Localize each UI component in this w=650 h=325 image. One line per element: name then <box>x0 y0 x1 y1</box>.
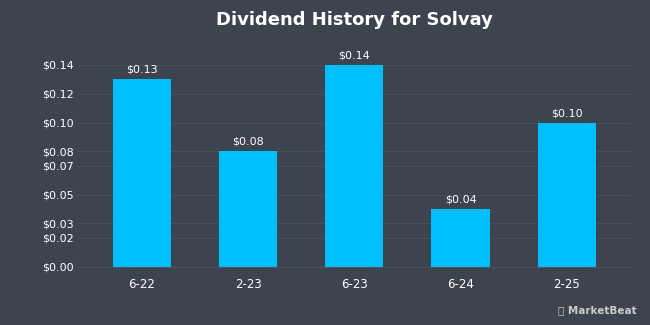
Bar <box>325 65 384 266</box>
Text: $0.10: $0.10 <box>551 108 582 118</box>
Bar <box>538 123 596 266</box>
Bar <box>432 209 489 266</box>
Text: $0.14: $0.14 <box>339 51 370 60</box>
Bar <box>219 151 277 266</box>
Title: Dividend History for Solvay: Dividend History for Solvay <box>216 11 493 29</box>
Text: $0.04: $0.04 <box>445 195 476 204</box>
Text: $0.08: $0.08 <box>232 137 264 147</box>
Text: $0.13: $0.13 <box>126 65 157 75</box>
Bar <box>112 79 171 266</box>
Text: ⸻ MarketBeat: ⸻ MarketBeat <box>558 305 637 315</box>
